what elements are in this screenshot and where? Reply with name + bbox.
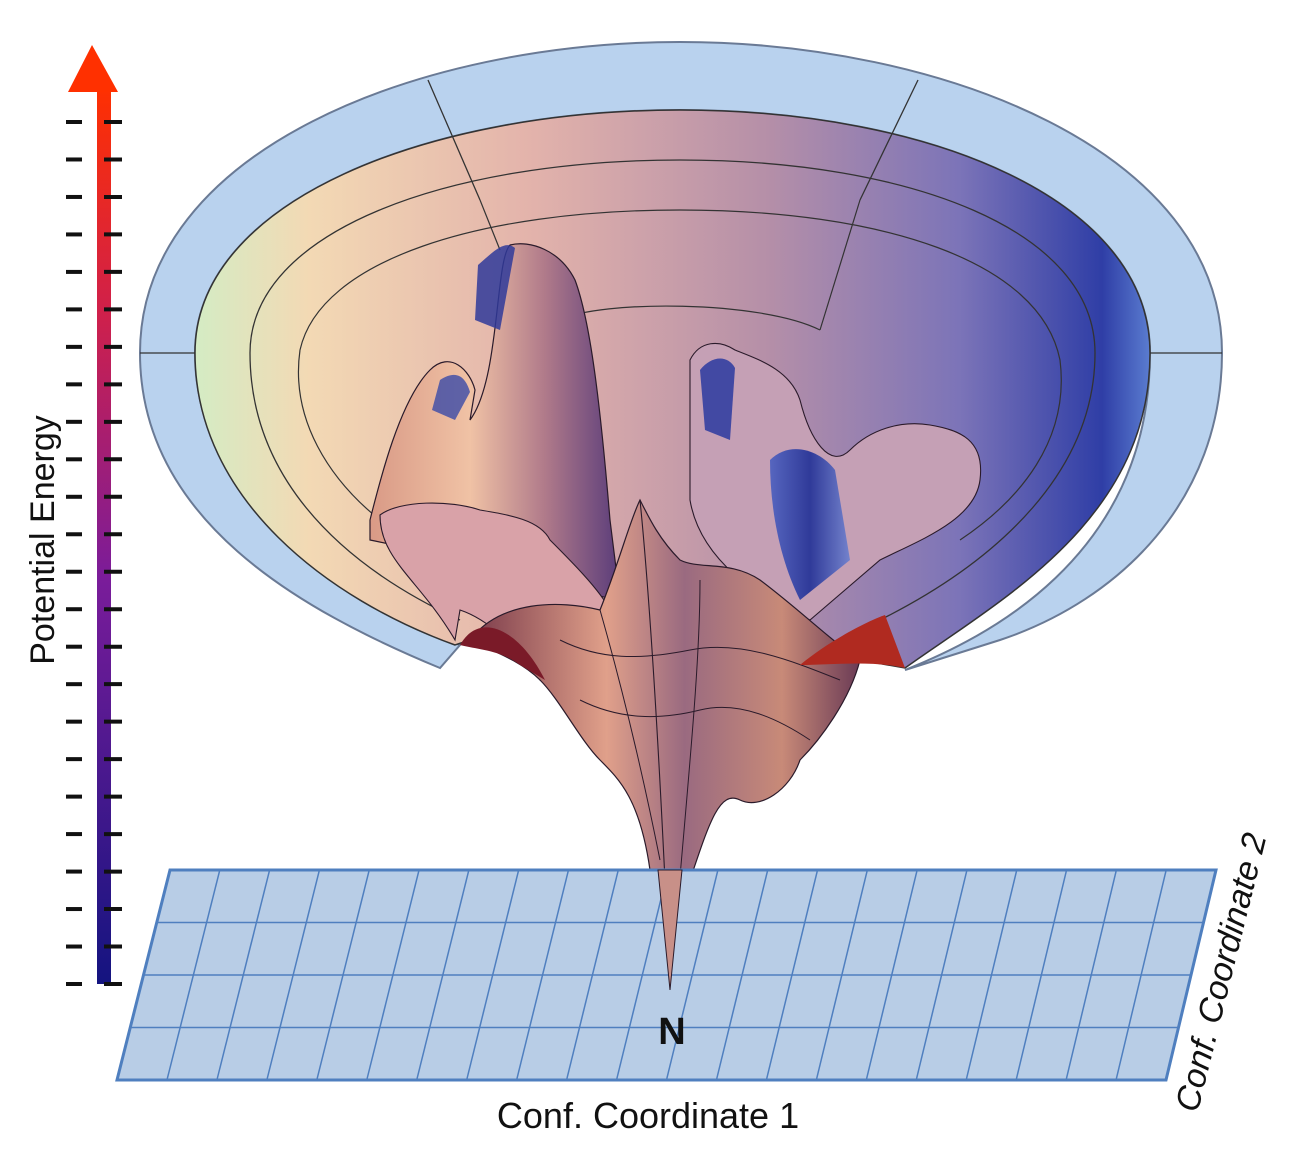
conformation-plane — [115, 868, 1218, 1082]
funnel-tip — [657, 869, 683, 991]
right-lip-shadow — [800, 615, 905, 668]
left-lip-shadow — [460, 627, 545, 680]
rim-radial — [819, 199, 861, 331]
funnel-landscape — [138, 40, 1224, 991]
energy-arrow-head — [68, 45, 118, 92]
x-axis-label: Conf. Coordinate 1 — [497, 1095, 799, 1136]
energy-axis — [66, 45, 122, 986]
rim-radial — [859, 79, 919, 201]
native-state-label: N — [658, 1011, 685, 1053]
left-ridge-shade — [432, 374, 470, 420]
plane-grid — [130, 869, 1204, 1081]
rim-radial — [479, 199, 501, 251]
funnel-ridgeline — [579, 699, 811, 741]
right-blue-bump — [770, 449, 850, 600]
y-axis-label: Potential Energy — [24, 415, 62, 665]
bowl-contour — [299, 209, 1062, 541]
bowl-contour — [249, 352, 461, 621]
bowl-contour — [249, 159, 1096, 621]
right-blue-bump — [700, 358, 735, 440]
left-ridge-shade — [475, 245, 515, 330]
rim-radial — [427, 79, 481, 201]
bowl-contour — [297, 349, 381, 521]
funnel-ridgeline — [559, 639, 841, 681]
funnel-ridgeline — [599, 609, 661, 861]
energy-axis-ticks — [66, 120, 122, 986]
funnel-ridgeline — [677, 579, 701, 901]
